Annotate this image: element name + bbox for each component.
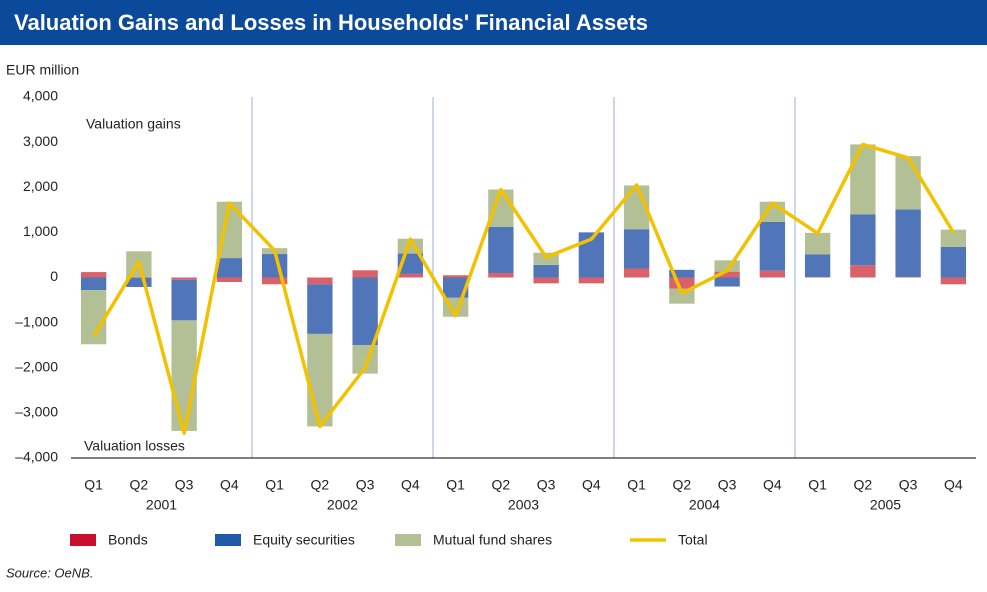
y-tick-label: 0: [50, 268, 58, 284]
bar: [352, 278, 377, 346]
year-label: 2005: [870, 497, 901, 513]
bar: [443, 275, 468, 277]
annotation: Valuation losses: [84, 438, 185, 454]
x-tick-label: Q2: [492, 477, 511, 493]
bar: [850, 265, 875, 277]
y-tick-label: 3,000: [23, 133, 58, 149]
total-line: [94, 144, 954, 433]
x-tick-label: Q2: [130, 477, 149, 493]
legend-label: Bonds: [108, 532, 148, 548]
bar: [81, 272, 106, 277]
x-tick-label: Q3: [537, 477, 556, 493]
bar: [624, 229, 649, 268]
x-tick-label: Q2: [854, 477, 873, 493]
bar: [217, 278, 242, 283]
x-tick-label: Q3: [175, 477, 194, 493]
x-tick-label: Q4: [582, 477, 601, 493]
x-tick-label: Q1: [446, 477, 465, 493]
x-tick-label: Q4: [220, 477, 239, 493]
bar: [171, 278, 196, 280]
bar: [307, 278, 332, 285]
x-tick-label: Q2: [673, 477, 692, 493]
bar: [714, 278, 739, 287]
bar: [760, 271, 785, 278]
y-tick-label: –2,000: [15, 358, 58, 374]
x-tick-label: Q3: [356, 477, 375, 493]
x-tick-label: Q1: [808, 477, 827, 493]
bar: [171, 280, 196, 321]
x-tick-label: Q1: [84, 477, 103, 493]
x-tick-label: Q4: [763, 477, 782, 493]
x-tick-label: Q2: [311, 477, 330, 493]
x-tick-label: Q3: [718, 477, 737, 493]
legend-swatch: [70, 534, 96, 546]
bar: [217, 258, 242, 277]
annotation: Valuation gains: [86, 116, 181, 132]
y-tick-label: 1,000: [23, 223, 58, 239]
bar: [760, 222, 785, 271]
bar: [941, 247, 966, 278]
y-tick-label: –1,000: [15, 313, 58, 329]
x-tick-label: Q1: [265, 477, 284, 493]
bar: [488, 190, 513, 227]
y-axis-label: EUR million: [6, 62, 79, 78]
year-label: 2004: [689, 497, 720, 513]
bar: [850, 144, 875, 214]
bar: [533, 265, 558, 278]
bar: [895, 209, 920, 277]
bar: [262, 254, 287, 277]
y-tick-label: –3,000: [15, 404, 58, 420]
year-label: 2002: [327, 497, 358, 513]
year-label: 2001: [146, 497, 177, 513]
y-tick-label: –4,000: [15, 449, 58, 465]
bar: [488, 227, 513, 273]
y-tick-label: 2,000: [23, 178, 58, 194]
legend-swatch: [215, 534, 241, 546]
bar: [941, 278, 966, 285]
bar: [805, 254, 830, 277]
bar: [805, 233, 830, 255]
bar: [895, 156, 920, 209]
bar: [488, 273, 513, 278]
bar: [307, 284, 332, 334]
bar: [81, 278, 106, 291]
x-tick-label: Q1: [627, 477, 646, 493]
bar: [398, 274, 423, 278]
bar: [352, 270, 377, 277]
year-label: 2003: [508, 497, 539, 513]
legend-label: Total: [678, 532, 708, 548]
legend-label: Equity securities: [253, 532, 355, 548]
legend-swatch: [395, 534, 421, 546]
chart-title: Valuation Gains and Losses in Households…: [14, 10, 648, 35]
bar: [533, 278, 558, 284]
bar: [171, 320, 196, 431]
source: Source: OeNB.: [6, 565, 93, 580]
x-tick-label: Q4: [401, 477, 420, 493]
legend-label: Mutual fund shares: [433, 532, 552, 548]
bar: [624, 268, 649, 277]
bar: [579, 278, 604, 284]
y-tick-label: 4,000: [23, 88, 58, 104]
x-tick-label: Q3: [899, 477, 918, 493]
x-tick-label: Q4: [944, 477, 963, 493]
bar: [850, 214, 875, 265]
